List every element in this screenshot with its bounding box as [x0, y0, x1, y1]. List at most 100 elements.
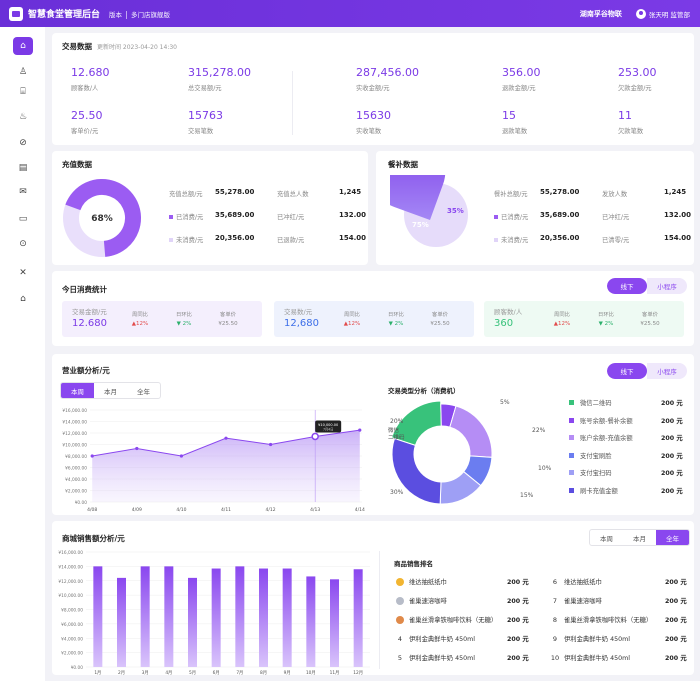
tab-week[interactable]: 本周 — [61, 383, 94, 398]
rank-name: 雀巢丝滑拿铁咖啡饮料（无糖） — [409, 617, 498, 624]
pie-label-a: 75% — [412, 221, 429, 229]
rank-value: 200 元 — [507, 655, 529, 662]
rank-name: 维达抽纸纸巾 — [564, 579, 602, 586]
mall-bar-chart: ¥0.00 ¥2,000.00 ¥4,000.00 ¥6,000.00 ¥8,000.0… — [58, 550, 370, 675]
tab-year[interactable]: 全年 — [137, 387, 150, 396]
store-icon[interactable]: ⌸ — [20, 87, 26, 97]
rank-value: 200 元 — [507, 579, 529, 586]
row-label-text: 未消费/元 — [176, 237, 204, 244]
stat-label: 交易笔数 — [188, 128, 214, 135]
today-stat-value: 12,680 — [284, 318, 319, 329]
tools-icon[interactable]: ✕ — [19, 268, 27, 278]
row-label-2: 已清零/元 — [602, 237, 630, 244]
tab-year[interactable]: 全年 — [656, 530, 689, 545]
legend-value: 200 元 — [661, 435, 683, 442]
revenue-title: 营业额分析/元 — [62, 366, 110, 375]
home-icon[interactable]: ⌂ — [13, 37, 33, 55]
legend-swatch — [569, 417, 574, 423]
rank-value: 200 元 — [665, 655, 687, 662]
tooltip-box — [315, 420, 342, 433]
subsidy-title: 餐补数据 — [388, 160, 418, 169]
donut-slice-name: 二维码 — [388, 433, 405, 441]
revenue-area-chart: ¥0.00 ¥2,000.00 ¥4,000.00 ¥6,000.00 ¥8,000.0… — [62, 408, 365, 513]
today-stat-compare: 日环比 ▼ 2% — [379, 310, 413, 327]
today-stat-title: 顾客数/人 — [494, 308, 523, 316]
today-card: 今日消费统计 线下 小程序 交易金额/元 12.680 周同比 ▲12% 日环比 ▼ 2%… — [52, 271, 694, 346]
y-tick-label: ¥16,000.00 — [58, 550, 83, 556]
stat-value: 15630 — [356, 109, 391, 122]
row-value-2: 132.00 — [339, 211, 367, 219]
y-tick-label: ¥16,000.00 — [62, 408, 87, 414]
org-name[interactable]: 湖南孚谷物联 — [579, 9, 622, 18]
toggle-offline[interactable]: 线下 — [607, 363, 647, 379]
y-tick-label: ¥4,000.00 — [65, 477, 87, 483]
x-tick-label: 4/08 — [87, 507, 97, 513]
pie-label-b: 35% — [447, 207, 464, 215]
area-fill — [92, 430, 360, 502]
rank-number: 8 — [552, 615, 558, 624]
compare-value: ¥25.50 — [218, 321, 238, 327]
toggle-offline[interactable]: 线下 — [607, 278, 647, 294]
toggle-miniapp[interactable]: 小程序 — [647, 363, 687, 379]
bar — [353, 569, 363, 667]
bar — [259, 568, 268, 667]
rank-number: 7 — [552, 596, 558, 605]
x-tick-label: 4/13 — [310, 507, 320, 513]
user-icon[interactable]: ♙ — [18, 67, 28, 77]
rank-number: 9 — [552, 634, 558, 643]
shop-icon[interactable]: ⌂ — [20, 294, 26, 304]
data-point — [90, 454, 94, 458]
y-tick-label: ¥8,000.00 — [61, 608, 83, 614]
legend-swatch — [169, 215, 173, 219]
legend-item: 支付宝扫码 — [569, 468, 611, 477]
legend-swatch — [494, 215, 498, 219]
document-icon[interactable]: ▤ — [18, 163, 28, 173]
mail-icon[interactable]: ✉ — [19, 187, 27, 197]
y-tick-label: ¥14,000.00 — [58, 564, 83, 570]
card-icon[interactable]: ▭ — [18, 214, 28, 224]
compare-value: ▲12% — [553, 321, 571, 327]
x-tick-label: 4/14 — [355, 507, 365, 513]
stat-value: 12.680 — [71, 66, 110, 79]
toggle-miniapp[interactable]: 小程序 — [647, 278, 687, 294]
tab-month[interactable]: 本月 — [104, 387, 117, 396]
chef-hat-icon[interactable]: ♨ — [18, 112, 28, 122]
pie-slice-a — [390, 175, 446, 220]
compass-icon[interactable]: ⊘ — [19, 138, 27, 148]
stat-value: 287,456.00 — [356, 66, 419, 79]
donut-percent-label: 15% — [520, 492, 534, 499]
compare-label: 周同比 — [344, 312, 360, 318]
y-tick-label: ¥6,000.00 — [61, 622, 83, 628]
x-tick-label: 4/09 — [132, 507, 142, 513]
stat-value: 356.00 — [502, 66, 541, 79]
tab-week[interactable]: 本周 — [600, 534, 613, 543]
x-tick-label: 4/11 — [221, 507, 231, 513]
stat-value: 11 — [618, 109, 632, 122]
y-tick-label: ¥0.00 — [75, 500, 88, 506]
legend-name: 支付宝扫码 — [580, 470, 612, 477]
compare-value: ▼ 2% — [176, 321, 192, 327]
row-value-2: 154.00 — [339, 234, 367, 242]
donut-percent-label: 30% — [390, 489, 404, 496]
tab-month[interactable]: 本月 — [633, 534, 646, 543]
donut-percent-label: 10% — [538, 465, 552, 472]
donut-percent-label: 20% — [390, 418, 404, 425]
row-label-2: 发放人数 — [602, 191, 628, 198]
stat-label: 欠款金额/元 — [618, 85, 652, 92]
y-tick-label: ¥0.00 — [71, 665, 84, 671]
rank-item: 9 伊利金典鲜牛奶 450ml — [549, 634, 630, 644]
row-value: 20,356.00 — [540, 234, 580, 242]
rank-name: 雀巢丝滑拿铁咖啡饮料（无糖） — [564, 617, 653, 624]
version-label: 版本 — [109, 10, 123, 19]
today-stat-compare: 日环比 ▼ 2% — [589, 310, 623, 327]
y-tick-label: ¥6,000.00 — [65, 466, 87, 472]
search-settings-icon[interactable]: ⊙ — [19, 239, 27, 249]
row-value-2: 154.00 — [664, 234, 692, 242]
x-tick-label: 3月 — [142, 670, 149, 675]
legend-value: 200 元 — [661, 400, 683, 407]
avatar[interactable] — [635, 8, 646, 19]
user-name[interactable]: 张天明 监管部 — [648, 10, 690, 19]
bar — [282, 568, 292, 667]
compare-value: ¥25.50 — [430, 321, 450, 327]
tooltip-value: ¥10,000.00 — [318, 423, 338, 427]
